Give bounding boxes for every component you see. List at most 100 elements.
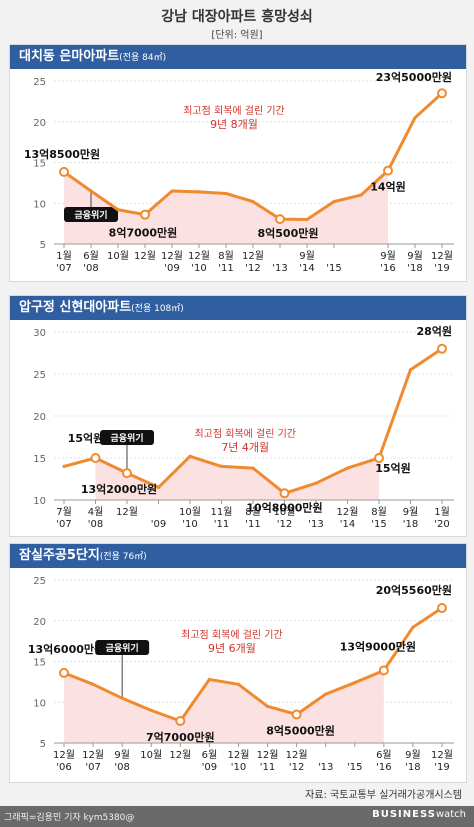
y-tick-label: 10	[33, 199, 46, 210]
crisis-badge	[64, 207, 118, 222]
panel-header: 압구정 신현대아파트(전용 108㎡)	[10, 296, 466, 320]
x-tick-label: 12월	[188, 250, 210, 262]
highlight-point	[59, 166, 69, 177]
x-tick-label: 12월	[431, 749, 453, 761]
value-label: 13억6000만원	[28, 642, 104, 656]
data-point	[62, 464, 66, 468]
y-tick-label: 10	[33, 698, 46, 709]
x-tick-label: '12	[277, 519, 292, 530]
x-tick-label: 8월	[245, 506, 261, 518]
highlight-point	[279, 488, 290, 499]
x-tick-label: 12월	[161, 250, 183, 262]
chart-title: 잠실주공5단지	[19, 548, 100, 563]
x-tick-label: 10월	[274, 506, 296, 518]
x-tick-label: '13	[318, 762, 333, 773]
x-tick-label: '08	[114, 762, 129, 773]
y-tick-label: 30	[33, 328, 46, 339]
x-tick-label: 12월	[286, 749, 308, 761]
data-point	[188, 454, 192, 458]
x-tick-label: 1월	[56, 250, 72, 262]
highlight-point	[437, 343, 447, 354]
panel-header: 잠실주공5단지(전용 76㎡)	[10, 544, 466, 568]
recovery-period-area	[95, 456, 379, 500]
x-tick-label: 6월	[376, 749, 392, 761]
data-point	[197, 190, 201, 194]
x-tick-label: '16	[376, 762, 391, 773]
highlight-point	[140, 209, 150, 220]
x-tick-label: '11	[218, 263, 233, 274]
data-point	[120, 696, 124, 700]
value-label: 8억7000만원	[109, 226, 178, 240]
y-tick-label: 15	[33, 658, 46, 669]
x-tick-label: '09	[151, 519, 166, 530]
data-point	[332, 200, 336, 204]
highlight-point	[437, 88, 447, 99]
y-tick-label: 20	[33, 412, 46, 423]
y-tick-label: 20	[33, 617, 46, 628]
x-tick-label: 9월	[407, 250, 423, 262]
crisis-badge	[100, 430, 154, 445]
highlight-point	[122, 468, 132, 479]
data-point	[156, 485, 161, 489]
data-point	[314, 481, 318, 485]
x-tick-label: 12월	[431, 250, 453, 262]
x-tick-label: '10	[231, 762, 246, 773]
y-tick-label: 25	[33, 576, 46, 587]
source-note: 자료: 국토교통부 실거래가공개시스템	[305, 790, 462, 801]
x-tick-label: 12월	[134, 250, 156, 262]
y-tick-label: 25	[33, 77, 46, 88]
x-tick-label: '14	[299, 263, 314, 274]
x-tick-label: 12월	[53, 749, 75, 761]
chart-subtitle: (전용 108㎡)	[131, 304, 184, 314]
x-tick-label: '15	[347, 762, 362, 773]
x-tick-label: 4월	[88, 506, 104, 518]
value-label: 15억원	[375, 461, 411, 475]
data-point	[413, 116, 417, 120]
x-tick-label: 11월	[211, 506, 233, 518]
page-title: 강남 대장아파트 흥망성쇠	[161, 9, 313, 25]
recovery-period-area	[64, 170, 388, 244]
x-tick-label: 9월	[380, 250, 396, 262]
data-point	[305, 217, 309, 222]
x-tick-label: 12월	[242, 250, 264, 262]
x-tick-label: 8월	[218, 250, 234, 262]
data-point	[408, 368, 413, 372]
highlight-point	[378, 665, 389, 676]
y-tick-label: 20	[33, 118, 46, 129]
highlight-point	[437, 603, 447, 614]
x-tick-label: 7월	[56, 506, 72, 518]
x-tick-label: '09	[202, 762, 217, 773]
value-label: 8억5000만원	[266, 723, 335, 737]
x-tick-label: '15	[326, 263, 341, 274]
highlight-point	[275, 214, 285, 225]
x-tick-label: '08	[88, 519, 103, 530]
x-tick-label: '13	[272, 263, 287, 274]
recovery-duration: 9년 6개월	[208, 642, 256, 655]
value-label: 15억원	[68, 431, 104, 445]
x-tick-label: '19	[434, 263, 449, 274]
x-tick-label: '20	[434, 519, 449, 530]
y-tick-label: 10	[33, 496, 46, 507]
chart-title: 대치동 은마아파트	[19, 49, 120, 64]
highlight-point	[90, 453, 101, 463]
recovery-caption: 최고점 회복에 걸린 기간	[183, 104, 285, 117]
x-tick-label: '19	[434, 762, 449, 773]
value-label: 13억8500만원	[24, 147, 100, 161]
x-tick-label: '12	[289, 762, 304, 773]
y-tick-label: 5	[40, 240, 46, 251]
x-tick-label: '10	[191, 263, 206, 274]
highlight-point	[291, 709, 302, 720]
value-label: 13억2000만원	[81, 482, 157, 496]
crisis-badge	[95, 640, 150, 655]
chart-panel-shinhyundai: 압구정 신현대아파트(전용 108㎡) 10 15 20 25 30 7월 '07 4월 '08…	[9, 295, 467, 537]
chart-panel-eunma: 대치동 은마아파트(전용 84㎡) 5 10 15 20 25 1월 '07 6월 '08 10월…	[9, 44, 467, 282]
x-tick-label: '11	[214, 519, 229, 530]
recovery-caption: 최고점 회복에 걸린 기간	[194, 427, 296, 440]
data-point	[353, 681, 357, 685]
brand-logo: BUSINESSwatch	[372, 809, 466, 820]
y-tick-label: 5	[40, 739, 46, 750]
recovery-period-area	[64, 670, 384, 743]
x-tick-label: 12월	[337, 506, 359, 518]
data-point	[359, 193, 363, 197]
x-tick-label: 12월	[257, 749, 279, 761]
